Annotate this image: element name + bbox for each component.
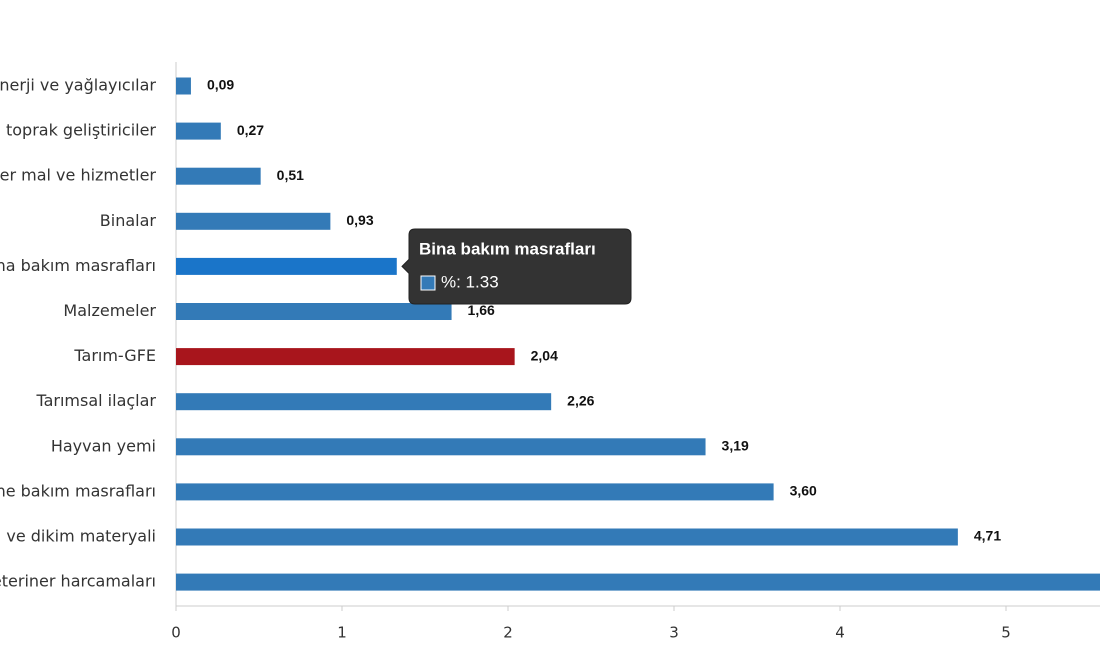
bar: [176, 528, 958, 546]
tooltip-box: [401, 228, 632, 305]
value-label: 0,27: [237, 122, 264, 138]
x-tick-label: 5: [1001, 624, 1011, 642]
value-label: 3,60: [790, 483, 817, 499]
value-label: 1,66: [468, 302, 495, 318]
value-label: 4,71: [974, 528, 1001, 544]
category-label: ne bakım masrafları: [0, 481, 156, 500]
x-tick-label: 1: [337, 624, 347, 642]
x-tick-label: 2: [503, 624, 513, 642]
x-tick-label: 0: [171, 624, 181, 642]
category-label: nerji ve yağlayıcılar: [0, 76, 156, 95]
bar: [176, 212, 331, 230]
value-label: 2,26: [567, 392, 594, 408]
category-label: ve dikim materyali: [6, 527, 156, 546]
bar: [176, 257, 397, 275]
category-label: Hayvan yemi: [51, 436, 156, 455]
tooltip: Bina bakım masrafları %: 1.33: [401, 228, 632, 305]
bar: [176, 348, 515, 366]
value-label: 0,09: [207, 77, 234, 93]
bar: [176, 77, 191, 95]
tooltip-title: Bina bakım masrafları: [419, 239, 596, 258]
value-label: 2,04: [531, 347, 558, 363]
category-label: Tarım-GFE: [73, 346, 156, 365]
category-label: Binalar: [100, 211, 157, 230]
category-label: toprak geliştiriciler: [6, 121, 156, 140]
bar: [176, 573, 1100, 591]
value-label: 0,93: [346, 212, 373, 228]
value-label: 3,19: [722, 438, 749, 454]
bar: [176, 167, 261, 185]
x-tick-label: 4: [835, 624, 845, 642]
category-label: na bakım masrafları: [0, 256, 156, 275]
category-label: Tarımsal ilaçlar: [35, 391, 156, 410]
tooltip-swatch: [420, 275, 436, 291]
bar: [176, 122, 221, 140]
value-label: 0,51: [277, 167, 304, 183]
bar: [176, 483, 774, 501]
category-label: eteriner harcamaları: [0, 572, 156, 591]
category-label: Malzemeler: [63, 301, 156, 320]
tooltip-text: %: 1.33: [441, 272, 499, 291]
bar: [176, 438, 706, 456]
x-tick-label: 3: [669, 624, 679, 642]
bar: [176, 393, 552, 411]
category-label: er mal ve hizmetler: [0, 166, 156, 185]
bar: [176, 303, 452, 320]
